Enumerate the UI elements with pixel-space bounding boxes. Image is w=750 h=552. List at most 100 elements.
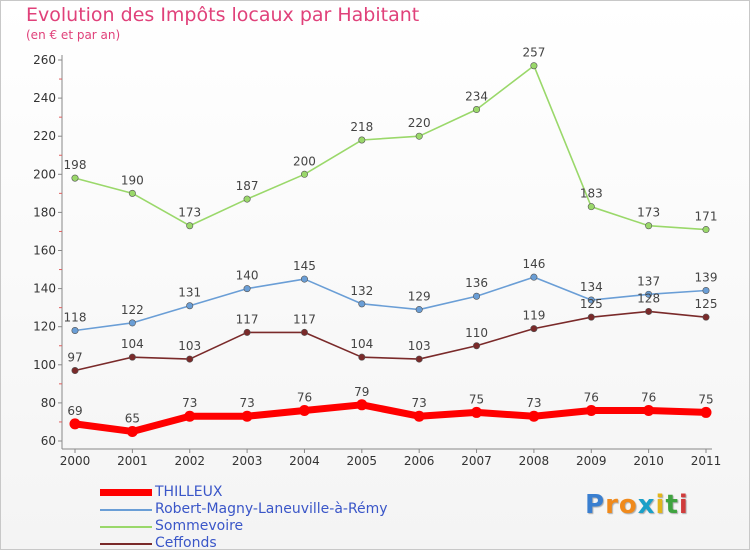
- data-label: 73: [526, 396, 541, 410]
- x-tick-label: 2008: [519, 454, 550, 468]
- x-tick-label: 2007: [461, 454, 492, 468]
- data-label: 117: [293, 312, 316, 326]
- series-line-1: [74, 276, 707, 332]
- data-point: [473, 342, 481, 350]
- y-tick-label: 80: [41, 396, 56, 410]
- data-point: [184, 410, 196, 422]
- y-tick-label: 120: [33, 320, 56, 334]
- x-tick-label: 2004: [289, 454, 320, 468]
- logo-letter: r: [605, 490, 619, 520]
- data-label: 183: [580, 187, 603, 201]
- data-label: 119: [522, 309, 545, 323]
- data-point: [530, 273, 538, 281]
- data-point: [300, 275, 308, 283]
- data-point: [243, 285, 251, 293]
- data-label: 75: [698, 392, 713, 406]
- y-tick-label: 160: [33, 244, 56, 258]
- data-label: 200: [293, 154, 316, 168]
- y-tick-label: 200: [33, 167, 56, 181]
- x-tick-label: 2003: [232, 454, 263, 468]
- data-point: [415, 132, 423, 140]
- data-label: 129: [408, 290, 431, 304]
- data-point: [645, 307, 653, 315]
- data-point: [645, 222, 653, 230]
- data-label: 79: [354, 385, 369, 399]
- data-label: 220: [408, 116, 431, 130]
- legend-swatch: [100, 489, 152, 496]
- data-point: [186, 222, 194, 230]
- data-point: [186, 355, 194, 363]
- series-line-3: [74, 310, 707, 372]
- data-label: 122: [121, 303, 144, 317]
- data-label: 76: [584, 391, 599, 405]
- data-label: 198: [64, 158, 87, 172]
- data-label: 65: [125, 411, 140, 425]
- data-point: [243, 328, 251, 336]
- data-label: 110: [465, 326, 488, 340]
- data-point: [585, 405, 597, 417]
- data-point: [358, 136, 366, 144]
- data-point: [473, 106, 481, 114]
- data-label: 171: [695, 210, 718, 224]
- y-tick-label: 140: [33, 282, 56, 296]
- logo-letter: i: [655, 490, 666, 520]
- data-label: 234: [465, 90, 488, 104]
- data-label: 118: [64, 311, 87, 325]
- data-label: 76: [297, 391, 312, 405]
- data-label: 136: [465, 276, 488, 290]
- data-label: 173: [637, 206, 660, 220]
- x-tick-label: 2005: [347, 454, 378, 468]
- data-point: [700, 406, 712, 418]
- data-point: [415, 306, 423, 314]
- y-tick-label: 220: [33, 129, 56, 143]
- data-label: 140: [236, 269, 259, 283]
- data-point: [587, 296, 595, 304]
- data-label: 132: [350, 284, 373, 298]
- data-point: [473, 292, 481, 300]
- data-point: [643, 405, 655, 417]
- data-label: 146: [522, 257, 545, 271]
- y-tick-label: 240: [33, 91, 56, 105]
- x-tick-label: 2001: [117, 454, 148, 468]
- data-point: [530, 325, 538, 333]
- legend-swatch: [100, 509, 152, 511]
- data-point: [300, 328, 308, 336]
- data-label: 103: [408, 339, 431, 353]
- series-line-0: [74, 401, 707, 435]
- logo-letter: i: [678, 490, 689, 520]
- legend-label: Sommevoire: [155, 518, 244, 534]
- data-point: [71, 367, 79, 375]
- data-label: 125: [695, 297, 718, 311]
- data-label: 137: [637, 274, 660, 288]
- data-label: 190: [121, 173, 144, 187]
- data-label: 75: [469, 392, 484, 406]
- data-point: [300, 170, 308, 178]
- data-point: [186, 302, 194, 310]
- data-label: 73: [412, 396, 427, 410]
- data-label: 117: [236, 312, 259, 326]
- logo-letter: x: [637, 490, 656, 520]
- data-point: [702, 313, 710, 321]
- data-label: 104: [350, 337, 373, 351]
- data-point: [471, 406, 483, 418]
- data-label: 218: [350, 120, 373, 134]
- data-label: 125: [580, 297, 603, 311]
- x-tick-label: 2002: [174, 454, 205, 468]
- data-label: 73: [182, 396, 197, 410]
- data-point: [413, 410, 425, 422]
- data-label: 139: [695, 271, 718, 285]
- data-point: [528, 410, 540, 422]
- series-line-2: [74, 64, 707, 231]
- x-tick-label: 2010: [633, 454, 664, 468]
- logo-letter: t: [665, 490, 679, 520]
- data-label: 76: [641, 391, 656, 405]
- data-point: [587, 203, 595, 211]
- data-label: 187: [236, 179, 259, 193]
- data-point: [128, 353, 136, 361]
- x-tick-label: 2011: [691, 454, 722, 468]
- x-tick-label: 2009: [576, 454, 607, 468]
- data-point: [128, 319, 136, 327]
- data-label: 73: [239, 396, 254, 410]
